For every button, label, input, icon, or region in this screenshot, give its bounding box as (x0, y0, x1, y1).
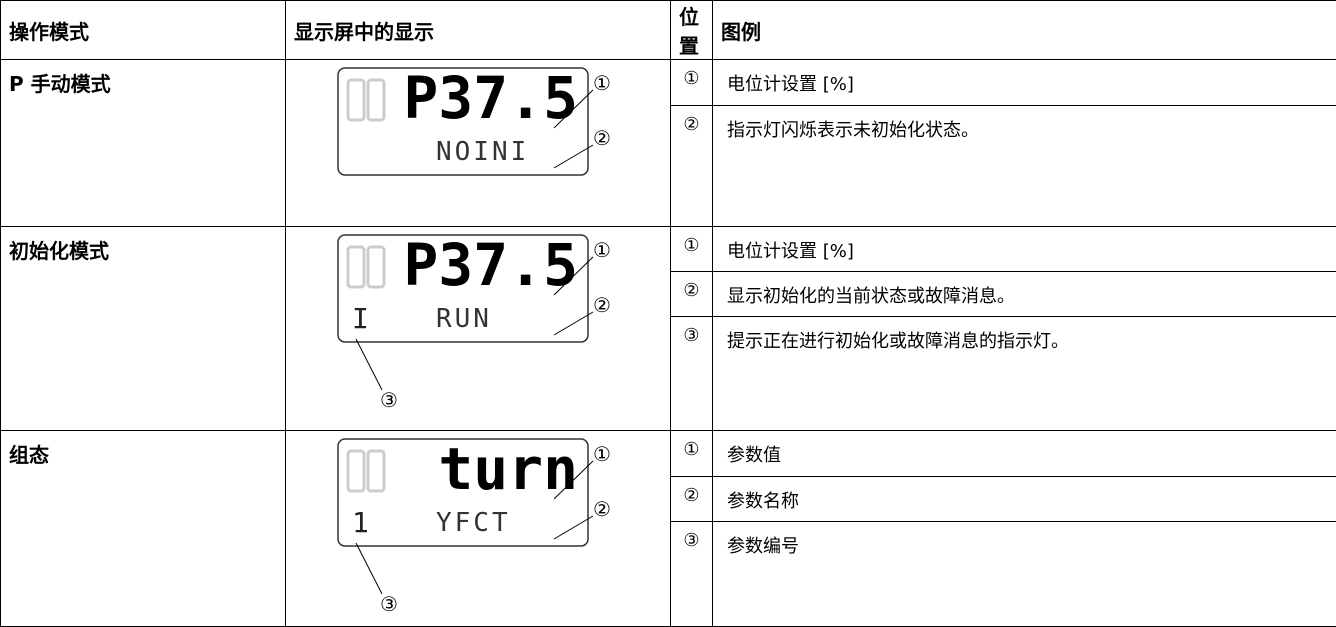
callout-number: ③ (380, 388, 398, 412)
display-cell: P37.5 NOINI ① ② (286, 60, 671, 227)
lcd-display: P37.5 I RUN ① ② ③ (286, 227, 671, 425)
main-value: P37.5 (403, 64, 578, 132)
header-cell: 位置 (671, 1, 713, 60)
header-cell: 显示屏中的显示 (286, 1, 671, 60)
legend-cell: 参数编号 (713, 522, 1336, 627)
ghost-digit (368, 451, 384, 491)
legend-cell: 参数名称 (713, 477, 1336, 522)
mode-cell: P 手动模式 (1, 60, 286, 227)
mode-cell: 组态 (1, 431, 286, 627)
callout-line (356, 339, 382, 390)
legend-cell: 提示正在进行初始化或故障消息的指示灯。 (713, 317, 1336, 431)
header-cell: 图例 (713, 1, 1336, 60)
left-value: 1 (352, 506, 369, 539)
ghost-digit (348, 247, 364, 287)
position-cell: ② (671, 272, 713, 317)
display-cell: turn 1 YFCT ① ② ③ (286, 431, 671, 627)
ghost-digit (348, 80, 364, 120)
mode-cell: 初始化模式 (1, 227, 286, 431)
right-value: NOINI (436, 137, 529, 167)
legend-cell: 电位计设置 [%] (713, 60, 1336, 106)
display-cell: P37.5 I RUN ① ② ③ (286, 227, 671, 431)
position-cell: ① (671, 60, 713, 106)
position-cell: ③ (671, 317, 713, 431)
ghost-digit (368, 80, 384, 120)
header-row: 操作模式显示屏中的显示位置图例 (1, 1, 1336, 60)
callout-line (554, 312, 593, 335)
position-cell: ① (671, 227, 713, 272)
callout-number: ① (593, 442, 611, 466)
ghost-digit (348, 451, 364, 491)
callout-number: ② (593, 497, 611, 521)
legend-cell: 参数值 (713, 431, 1336, 477)
main-value: turn (438, 435, 578, 503)
legend-cell: 电位计设置 [%] (713, 227, 1336, 272)
position-cell: ① (671, 431, 713, 477)
header-cell: 操作模式 (1, 1, 286, 60)
position-cell: ② (671, 477, 713, 522)
position-cell: ② (671, 106, 713, 227)
callout-line (356, 543, 382, 594)
callout-line (554, 145, 593, 168)
right-value: RUN (436, 304, 492, 334)
callout-number: ① (593, 238, 611, 262)
callout-number: ② (593, 126, 611, 150)
callout-number: ② (593, 293, 611, 317)
callout-number: ① (593, 71, 611, 95)
main-value: P37.5 (403, 231, 578, 299)
lcd-display: P37.5 NOINI ① ② (286, 60, 671, 220)
legend-cell: 指示灯闪烁表示未初始化状态。 (713, 106, 1336, 227)
legend-cell: 显示初始化的当前状态或故障消息。 (713, 272, 1336, 317)
callout-line (554, 516, 593, 539)
left-value: I (352, 302, 369, 335)
callout-number: ③ (380, 592, 398, 616)
position-cell: ③ (671, 522, 713, 627)
right-value: YFCT (436, 508, 511, 538)
ghost-digit (368, 247, 384, 287)
lcd-display: turn 1 YFCT ① ② ③ (286, 431, 671, 621)
